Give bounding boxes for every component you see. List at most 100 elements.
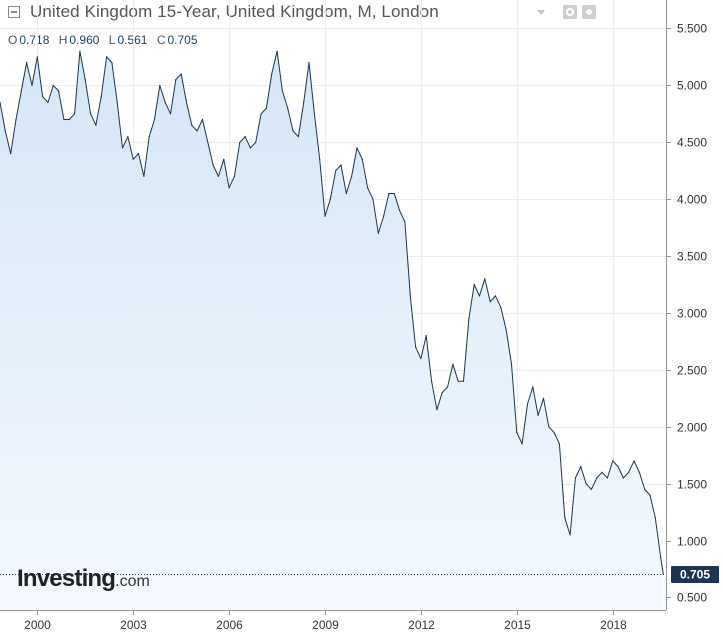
data-point (558, 443, 561, 445)
visibility-icon[interactable] (563, 5, 577, 19)
data-point (276, 50, 278, 52)
data-point (36, 56, 38, 58)
data-point (191, 124, 193, 126)
data-point (196, 130, 198, 132)
y-tick-label: 2.500 (677, 364, 707, 378)
data-point (399, 209, 401, 212)
data-point (233, 175, 235, 177)
data-point (63, 118, 65, 121)
data-point (622, 477, 625, 479)
y-tick-label: 0.500 (677, 591, 707, 605)
ohlc-close-label: C (156, 33, 166, 47)
data-point (457, 380, 459, 382)
data-point (185, 101, 188, 103)
series-points (0, 50, 664, 575)
data-point (505, 329, 507, 331)
data-point (31, 84, 33, 86)
ohlc-low-label: L (108, 33, 116, 47)
data-point (132, 158, 134, 160)
collapse-icon[interactable] (8, 6, 20, 18)
data-point (116, 101, 118, 103)
data-point (649, 494, 651, 496)
data-point (255, 141, 257, 143)
last-price-badge: 0.705 (671, 566, 719, 583)
data-point (612, 460, 614, 462)
data-point (404, 221, 406, 223)
data-point (361, 158, 363, 160)
data-point (180, 73, 182, 75)
data-point (111, 62, 113, 64)
data-point (617, 466, 619, 468)
data-point (84, 79, 86, 81)
data-point (340, 164, 342, 166)
data-point (425, 335, 427, 337)
data-point (297, 136, 299, 138)
data-point (345, 192, 347, 195)
data-point (271, 73, 273, 75)
series-area (0, 51, 664, 610)
data-point (585, 483, 587, 485)
data-point (137, 153, 140, 155)
data-point (223, 158, 225, 160)
data-point (143, 175, 145, 177)
data-point (500, 306, 502, 308)
data-point (26, 62, 28, 64)
axes (0, 0, 667, 611)
data-point (367, 187, 369, 189)
chart-header: United Kingdom 15-Year, United Kingdom, … (0, 0, 723, 50)
data-point (468, 318, 470, 320)
x-axis-ticks: 2000 2003 2006 2009 2012 2015 2018 (24, 610, 627, 632)
y-tick-label: 4.000 (677, 193, 707, 207)
data-point (606, 477, 609, 479)
data-point (313, 113, 315, 115)
data-point (415, 346, 417, 348)
data-point (47, 101, 49, 103)
data-point (217, 175, 219, 177)
data-point (383, 215, 385, 217)
data-point (239, 141, 241, 143)
data-point (324, 215, 326, 217)
data-point (473, 283, 475, 286)
data-point (548, 426, 550, 428)
data-point (201, 118, 204, 121)
data-point (10, 153, 12, 155)
y-tick-label: 1.500 (677, 478, 707, 492)
data-point (207, 141, 209, 143)
data-point (452, 363, 454, 365)
x-tick-label: 2003 (120, 618, 147, 632)
data-point (542, 397, 545, 399)
data-point (175, 79, 177, 81)
y-tick-label: 5.500 (677, 22, 707, 36)
gear-icon[interactable] (582, 5, 596, 19)
data-point (265, 107, 267, 109)
data-point (148, 136, 150, 138)
data-point (372, 198, 374, 200)
chevron-down-icon[interactable] (537, 10, 545, 15)
data-point (526, 403, 529, 405)
data-point (42, 96, 44, 98)
data-point (580, 466, 582, 468)
data-point (228, 187, 230, 189)
data-point (516, 431, 518, 434)
data-point (169, 113, 172, 115)
data-point (287, 107, 289, 109)
data-point (58, 90, 60, 92)
data-point (281, 90, 283, 92)
chart-title: United Kingdom 15-Year, United Kingdom, … (30, 2, 439, 21)
data-point (95, 124, 97, 126)
series-line (0, 50, 664, 575)
data-point (564, 517, 566, 519)
ohlc-low-value: 0.561 (117, 33, 148, 47)
x-tick-label: 2015 (504, 618, 531, 632)
data-point (260, 113, 262, 115)
data-point (462, 380, 465, 382)
x-tick-label: 2018 (600, 618, 627, 632)
data-point (569, 534, 571, 536)
y-axis-ticks: 5.500 5.000 4.500 4.000 3.500 3.000 2.500 2.000… (666, 22, 707, 605)
data-point (537, 414, 539, 416)
ohlc-high-value: 0.960 (69, 33, 100, 47)
data-point (447, 386, 449, 388)
data-point (292, 130, 294, 132)
data-point (212, 164, 214, 166)
